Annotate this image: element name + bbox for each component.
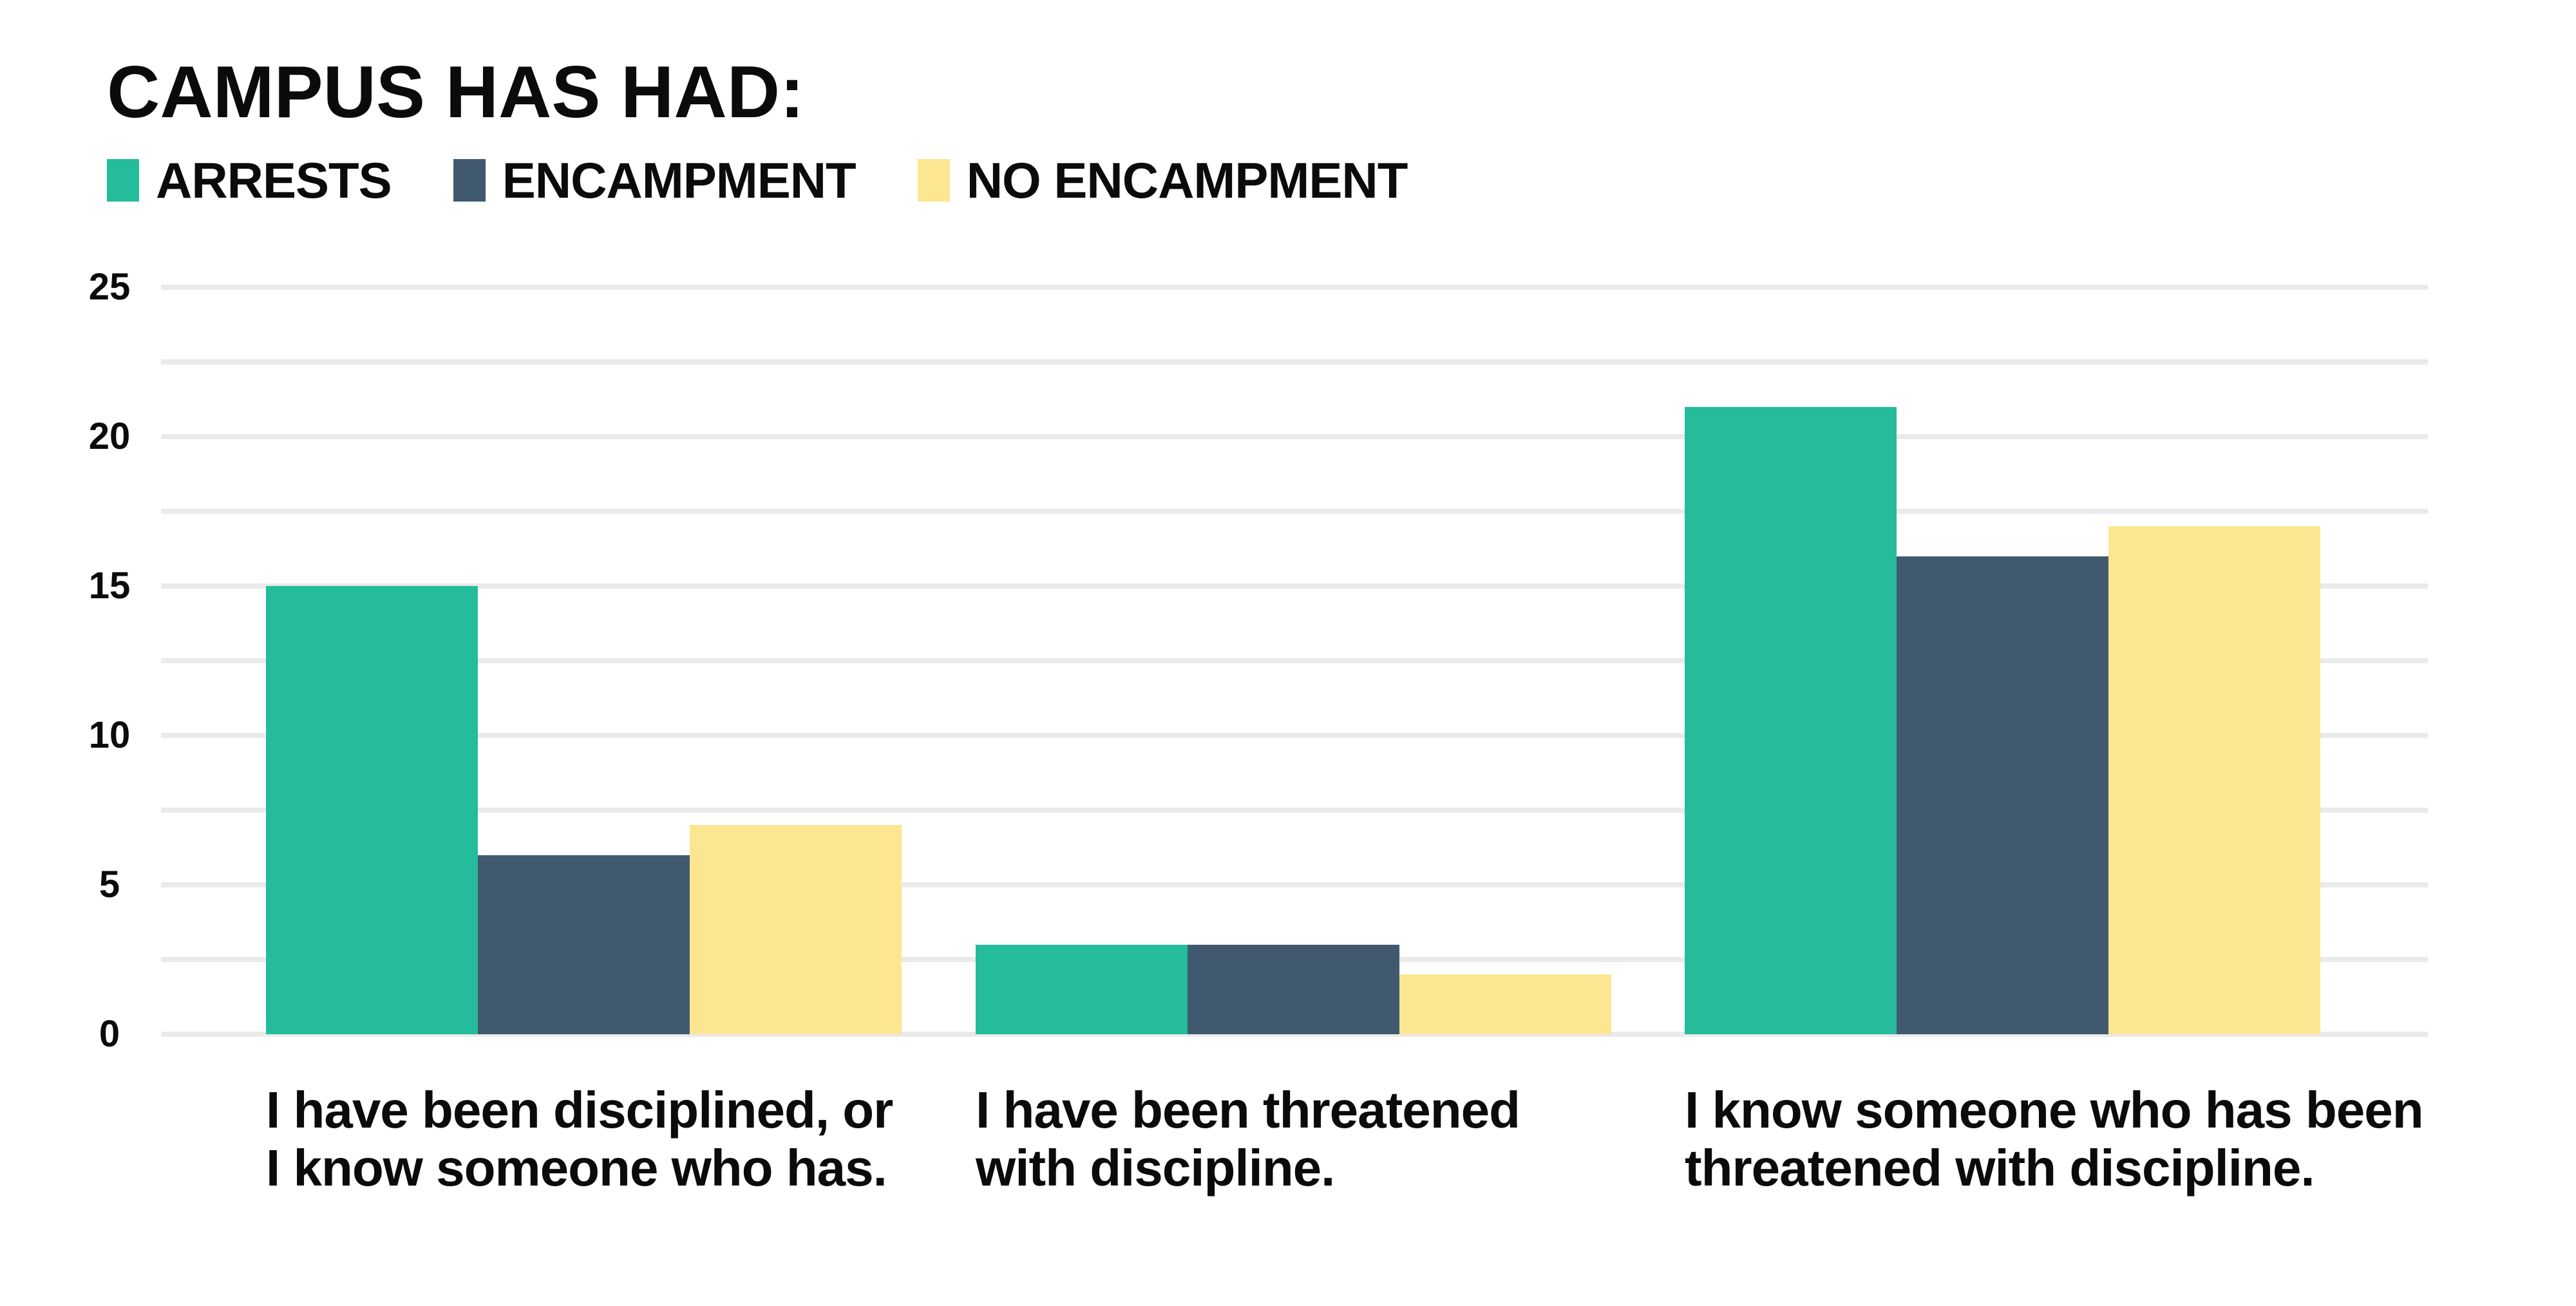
gridline-10 (161, 733, 2428, 738)
gridline-17.5 (161, 509, 2428, 514)
bar-arrests-group-3 (1685, 406, 1897, 1034)
legend-item-no-encampment: NO ENCAMPMENT (917, 151, 1408, 210)
gridline-5 (161, 882, 2428, 887)
chart-title: CAMPUS HAS HAD: (107, 52, 804, 133)
y-tick-label-5: 5 (99, 864, 120, 905)
bar-no-encampment-group-3 (2108, 526, 2320, 1034)
legend-label: ENCAMPMENT (502, 151, 857, 209)
gridline-22.5 (161, 359, 2428, 364)
y-tick-label-10: 10 (88, 714, 131, 756)
gridline-15 (161, 583, 2428, 589)
legend-swatch-icon (453, 159, 486, 202)
bar-encampment-group-1 (478, 855, 690, 1034)
legend-item-encampment: ENCAMPMENT (453, 151, 857, 210)
chart-legend: ARRESTS ENCAMPMENT NO ENCAMPMENT (107, 152, 1408, 209)
bar-arrests-group-1 (266, 586, 478, 1034)
gridline-12.5 (161, 658, 2428, 663)
legend-label: ARRESTS (156, 151, 392, 209)
y-tick-label-25: 25 (88, 266, 131, 308)
category-label-3: I know someone who has been threatened w… (1685, 1081, 2424, 1197)
plot-area (161, 285, 2428, 1037)
legend-swatch-icon (917, 159, 950, 202)
category-label-2: I have been threatened with discipline. (976, 1081, 1520, 1197)
bar-encampment-group-3 (1897, 556, 2108, 1034)
gridline-7.5 (161, 808, 2428, 813)
y-tick-label-20: 20 (88, 415, 131, 457)
y-tick-label-0: 0 (99, 1013, 120, 1055)
legend-item-arrests: ARRESTS (107, 151, 392, 210)
legend-swatch-icon (107, 159, 139, 202)
bar-encampment-group-2 (1188, 944, 1399, 1034)
gridline-25 (161, 285, 2428, 290)
category-label-1: I have been disciplined, or I know someo… (266, 1081, 893, 1197)
gridline-0 (161, 1032, 2428, 1037)
bar-arrests-group-2 (976, 944, 1188, 1034)
bar-no-encampment-group-2 (1399, 974, 1611, 1034)
gridline-20 (161, 434, 2428, 439)
bar-no-encampment-group-1 (690, 825, 902, 1034)
legend-label: NO ENCAMPMENT (966, 151, 1408, 209)
y-tick-label-15: 15 (88, 565, 131, 607)
